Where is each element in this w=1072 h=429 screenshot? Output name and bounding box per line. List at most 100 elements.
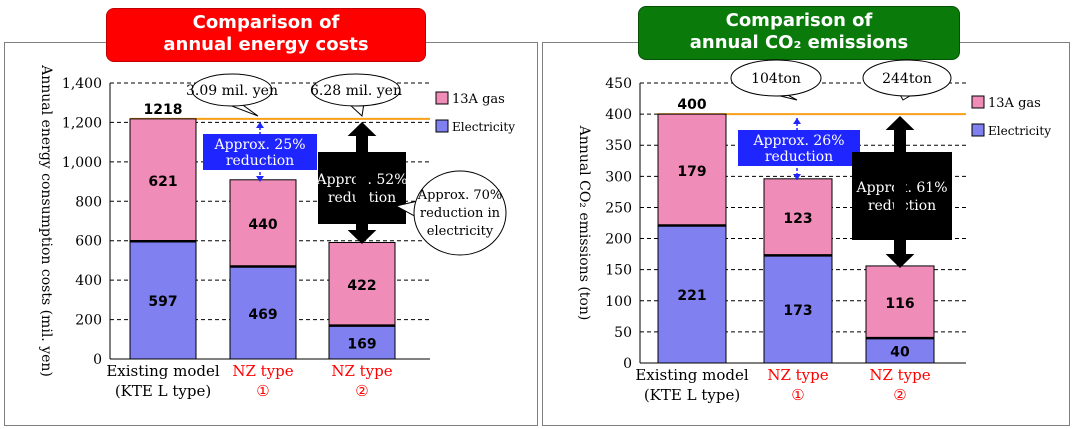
total-label: 400 — [677, 97, 706, 113]
arrow-head-up — [256, 122, 264, 128]
data-label-electricity: 40 — [890, 345, 910, 361]
bar-electricity — [129, 240, 197, 360]
data-label-13a-gas: 116 — [885, 296, 914, 312]
callout-text: 244ton — [882, 71, 932, 87]
chart-1: 0 50 100 150 200 250 300 350 400 450 221 179 400 Exis… — [576, 59, 1051, 404]
reduction-arrow-black — [347, 122, 377, 244]
x-tick-label: Existing model — [106, 362, 219, 380]
y-tick-label: 450 — [605, 76, 632, 92]
reduction-arrow-black — [885, 116, 915, 268]
reduction-box-blue — [738, 130, 860, 166]
reduction-text: Approx. 26% — [752, 133, 844, 149]
bar-electricity — [229, 266, 297, 360]
legend-label-13a-gas: 13A gas — [452, 92, 505, 107]
y-tick-label: 400 — [75, 273, 102, 289]
data-label-13a-gas: 440 — [248, 217, 277, 233]
bar-13a-gas — [328, 241, 396, 327]
arrow-head-down — [347, 230, 377, 244]
y-axis-title: Annual energy consumption costs (mil. ye… — [38, 64, 54, 377]
chart-0: 0 200 400 600 800 1,000 1,200 1,400 597 621 1218 Ex… — [38, 64, 515, 400]
electricity-note-text: electricity — [427, 224, 494, 239]
y-tick-label: 800 — [75, 194, 102, 210]
reduction-text: Approx. 25% — [213, 137, 305, 153]
y-tick-label: 50 — [614, 325, 632, 341]
legend-swatch-13a-gas — [435, 91, 449, 105]
reduction-box-blue — [203, 134, 317, 170]
x-tick-label: ② — [893, 386, 906, 404]
y-tick-label: 300 — [605, 169, 632, 185]
y-tick-label: 350 — [605, 138, 632, 154]
arrow-head-up — [885, 116, 915, 130]
x-tick-label: Existing model — [635, 366, 748, 384]
arrow-head-down — [885, 254, 915, 268]
legend: 13A gas Electricity — [435, 91, 515, 134]
data-label-13a-gas: 179 — [677, 164, 706, 180]
y-tick-label: 1,000 — [62, 155, 102, 171]
electricity-note-text: reduction in — [420, 206, 501, 221]
y-tick-label: 250 — [605, 200, 632, 216]
reduction-text: reduction — [765, 149, 833, 165]
y-axis-title: Annual CO₂ emissions (ton) — [576, 125, 592, 321]
data-label-13a-gas: 123 — [783, 211, 812, 227]
data-label-electricity: 173 — [783, 303, 812, 319]
x-tick-label: NZ type — [232, 362, 293, 380]
data-label-electricity: 169 — [347, 336, 376, 352]
legend-label-13a-gas: 13A gas — [988, 96, 1041, 111]
callout-text: 6.28 mil. yen — [310, 83, 402, 99]
legend-label-electricity: Electricity — [988, 124, 1051, 138]
energy-costs-banner: Comparison of annual energy costs — [106, 8, 426, 62]
arrow-head-down — [793, 174, 801, 180]
legend-swatch-electricity — [435, 119, 449, 133]
y-tick-label: 1,400 — [62, 76, 102, 92]
callout-text: 104ton — [751, 71, 801, 87]
y-tick-label: 0 — [93, 352, 102, 368]
arrow-shaft — [356, 136, 368, 230]
banner-line-2: annual CO₂ emissions — [689, 32, 909, 53]
callout-bubble: 104ton — [730, 59, 822, 101]
callout-bubble: 6.28 mil. yen — [310, 73, 402, 118]
data-label-electricity: 221 — [677, 288, 706, 304]
y-tick-label: 200 — [75, 313, 102, 329]
arrow-head-up — [793, 118, 801, 124]
bar-electricity — [328, 325, 396, 360]
legend: 13A gas Electricity — [971, 95, 1051, 138]
arrow-shaft — [894, 130, 906, 254]
callout-bubble: 3.09 mil. yen — [186, 73, 278, 117]
electricity-note-bubble: Approx. 70% reduction in electricity — [394, 170, 507, 256]
x-tick-label: ① — [256, 382, 269, 400]
callout-ellipse — [730, 59, 822, 97]
data-label-13a-gas: 422 — [347, 278, 376, 294]
legend-label-electricity: Electricity — [452, 120, 515, 134]
callout-ellipse — [191, 73, 273, 107]
x-tick-label: NZ type — [767, 366, 828, 384]
arrow-head-up — [347, 122, 377, 136]
co2-emissions-banner: Comparison of annual CO₂ emissions — [638, 6, 960, 60]
x-tick-label: ① — [791, 386, 804, 404]
data-label-13a-gas: 621 — [148, 174, 177, 190]
callout-ellipse — [862, 59, 952, 97]
banner-line-1: Comparison of — [725, 10, 873, 31]
y-tick-label: 150 — [605, 263, 632, 279]
reduction-text: reduction — [226, 153, 294, 169]
y-tick-label: 0 — [623, 356, 632, 372]
x-tick-label: (KTE L type) — [644, 386, 740, 404]
y-tick-label: 200 — [605, 232, 632, 248]
legend-swatch-13a-gas — [971, 95, 985, 109]
callout-bubble: 244ton — [862, 59, 952, 101]
y-tick-label: 600 — [75, 234, 102, 250]
callout-ellipse — [413, 170, 507, 256]
legend-swatch-electricity — [971, 123, 985, 137]
callout-ellipse — [311, 73, 401, 107]
x-tick-label: NZ type — [869, 366, 930, 384]
data-label-electricity: 597 — [148, 294, 177, 310]
banner-line-1: Comparison of — [192, 12, 340, 33]
total-label: 1218 — [144, 102, 183, 118]
y-tick-label: 1,200 — [62, 115, 102, 131]
electricity-note-text: Approx. 70% — [417, 188, 503, 203]
y-tick-label: 100 — [605, 294, 632, 310]
data-label-electricity: 469 — [248, 307, 277, 323]
banner-line-2: annual energy costs — [163, 34, 369, 55]
x-tick-label: NZ type — [331, 362, 392, 380]
arrow-head-down — [256, 176, 264, 182]
